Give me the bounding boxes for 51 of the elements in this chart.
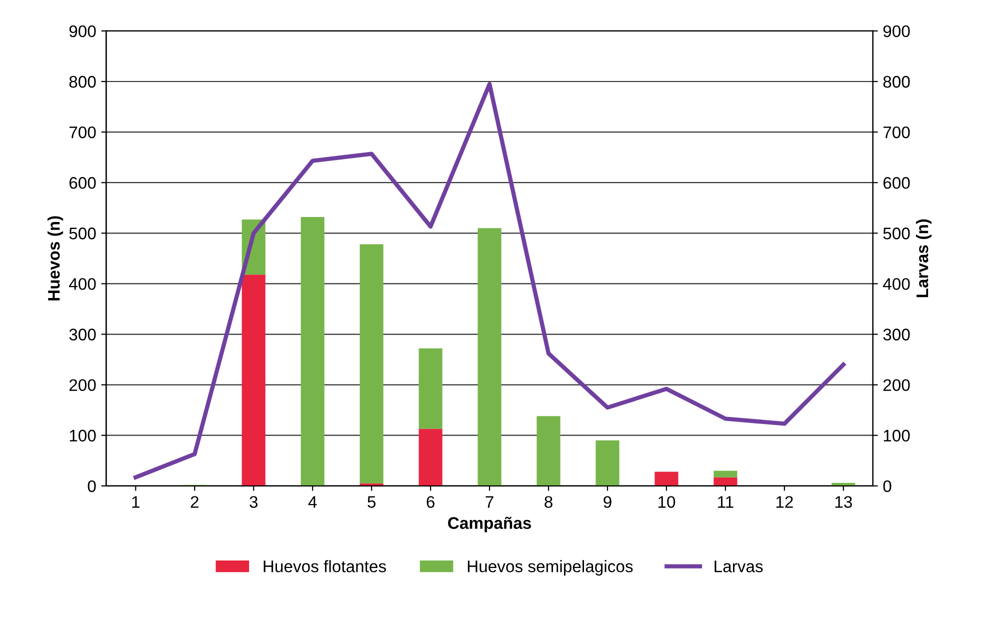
x-tick-label: 4	[308, 496, 317, 508]
line-series	[134, 82, 846, 480]
bar	[714, 470, 738, 478]
y-tick-label: 700	[69, 126, 96, 138]
y2-tick-label: 300	[883, 328, 910, 340]
y2-tick-label: 0	[883, 480, 892, 492]
legend-label: Huevos flotantes	[264, 560, 386, 572]
bar	[300, 216, 324, 486]
y-tick-label: 300	[69, 328, 96, 340]
y-tick-label: 800	[69, 76, 96, 88]
x-axis-title: Campañas	[448, 516, 531, 532]
x-tick-label: 10	[658, 496, 676, 508]
bar	[654, 472, 678, 486]
bar	[360, 244, 384, 484]
y-tick-label: 0	[88, 480, 96, 492]
bar	[242, 274, 266, 486]
x-tick-label: 6	[426, 496, 434, 508]
y-tick-label: 400	[69, 278, 96, 290]
x-tick-label: 1	[132, 496, 140, 508]
x-tick-label: 12	[776, 496, 793, 508]
x-tick-label: 13	[835, 496, 852, 508]
x-tick-label: 3	[250, 496, 258, 508]
x-tick-label: 9	[604, 496, 612, 508]
y-tick-label: 500	[69, 228, 96, 240]
y2-tick-label: 600	[883, 177, 910, 189]
legend-label: Larvas	[714, 560, 763, 572]
x-tick-label: 8	[544, 496, 552, 508]
y-tick-label: 200	[69, 379, 96, 392]
y-tick-label: 600	[69, 177, 96, 189]
x-tick-label: 2	[190, 496, 198, 508]
bar	[478, 228, 502, 486]
x-tick-label: 11	[718, 496, 734, 508]
y2-tick-label: 900	[883, 25, 910, 38]
bar	[418, 428, 442, 486]
bar	[596, 440, 620, 486]
legend-label: Huevos semipelagicos	[468, 560, 633, 576]
bar	[536, 416, 560, 486]
y2-tick-label: 700	[883, 126, 910, 138]
y2-tick-label: 400	[883, 278, 910, 290]
y2-tick-label: 100	[884, 430, 910, 442]
y-tick-label: 900	[69, 25, 96, 38]
y-axis-title: Huevos (n)	[48, 216, 64, 300]
x-tick-label: 5	[368, 496, 376, 508]
bar	[418, 348, 442, 429]
y2-axis-title: Larvas (n)	[916, 219, 932, 298]
x-tick-label: 7	[486, 496, 494, 508]
bar	[714, 477, 738, 486]
y2-tick-label: 200	[883, 379, 910, 392]
y2-tick-label: 500	[883, 228, 910, 240]
y2-tick-label: 800	[883, 76, 910, 88]
y-tick-label: 100	[70, 430, 96, 442]
